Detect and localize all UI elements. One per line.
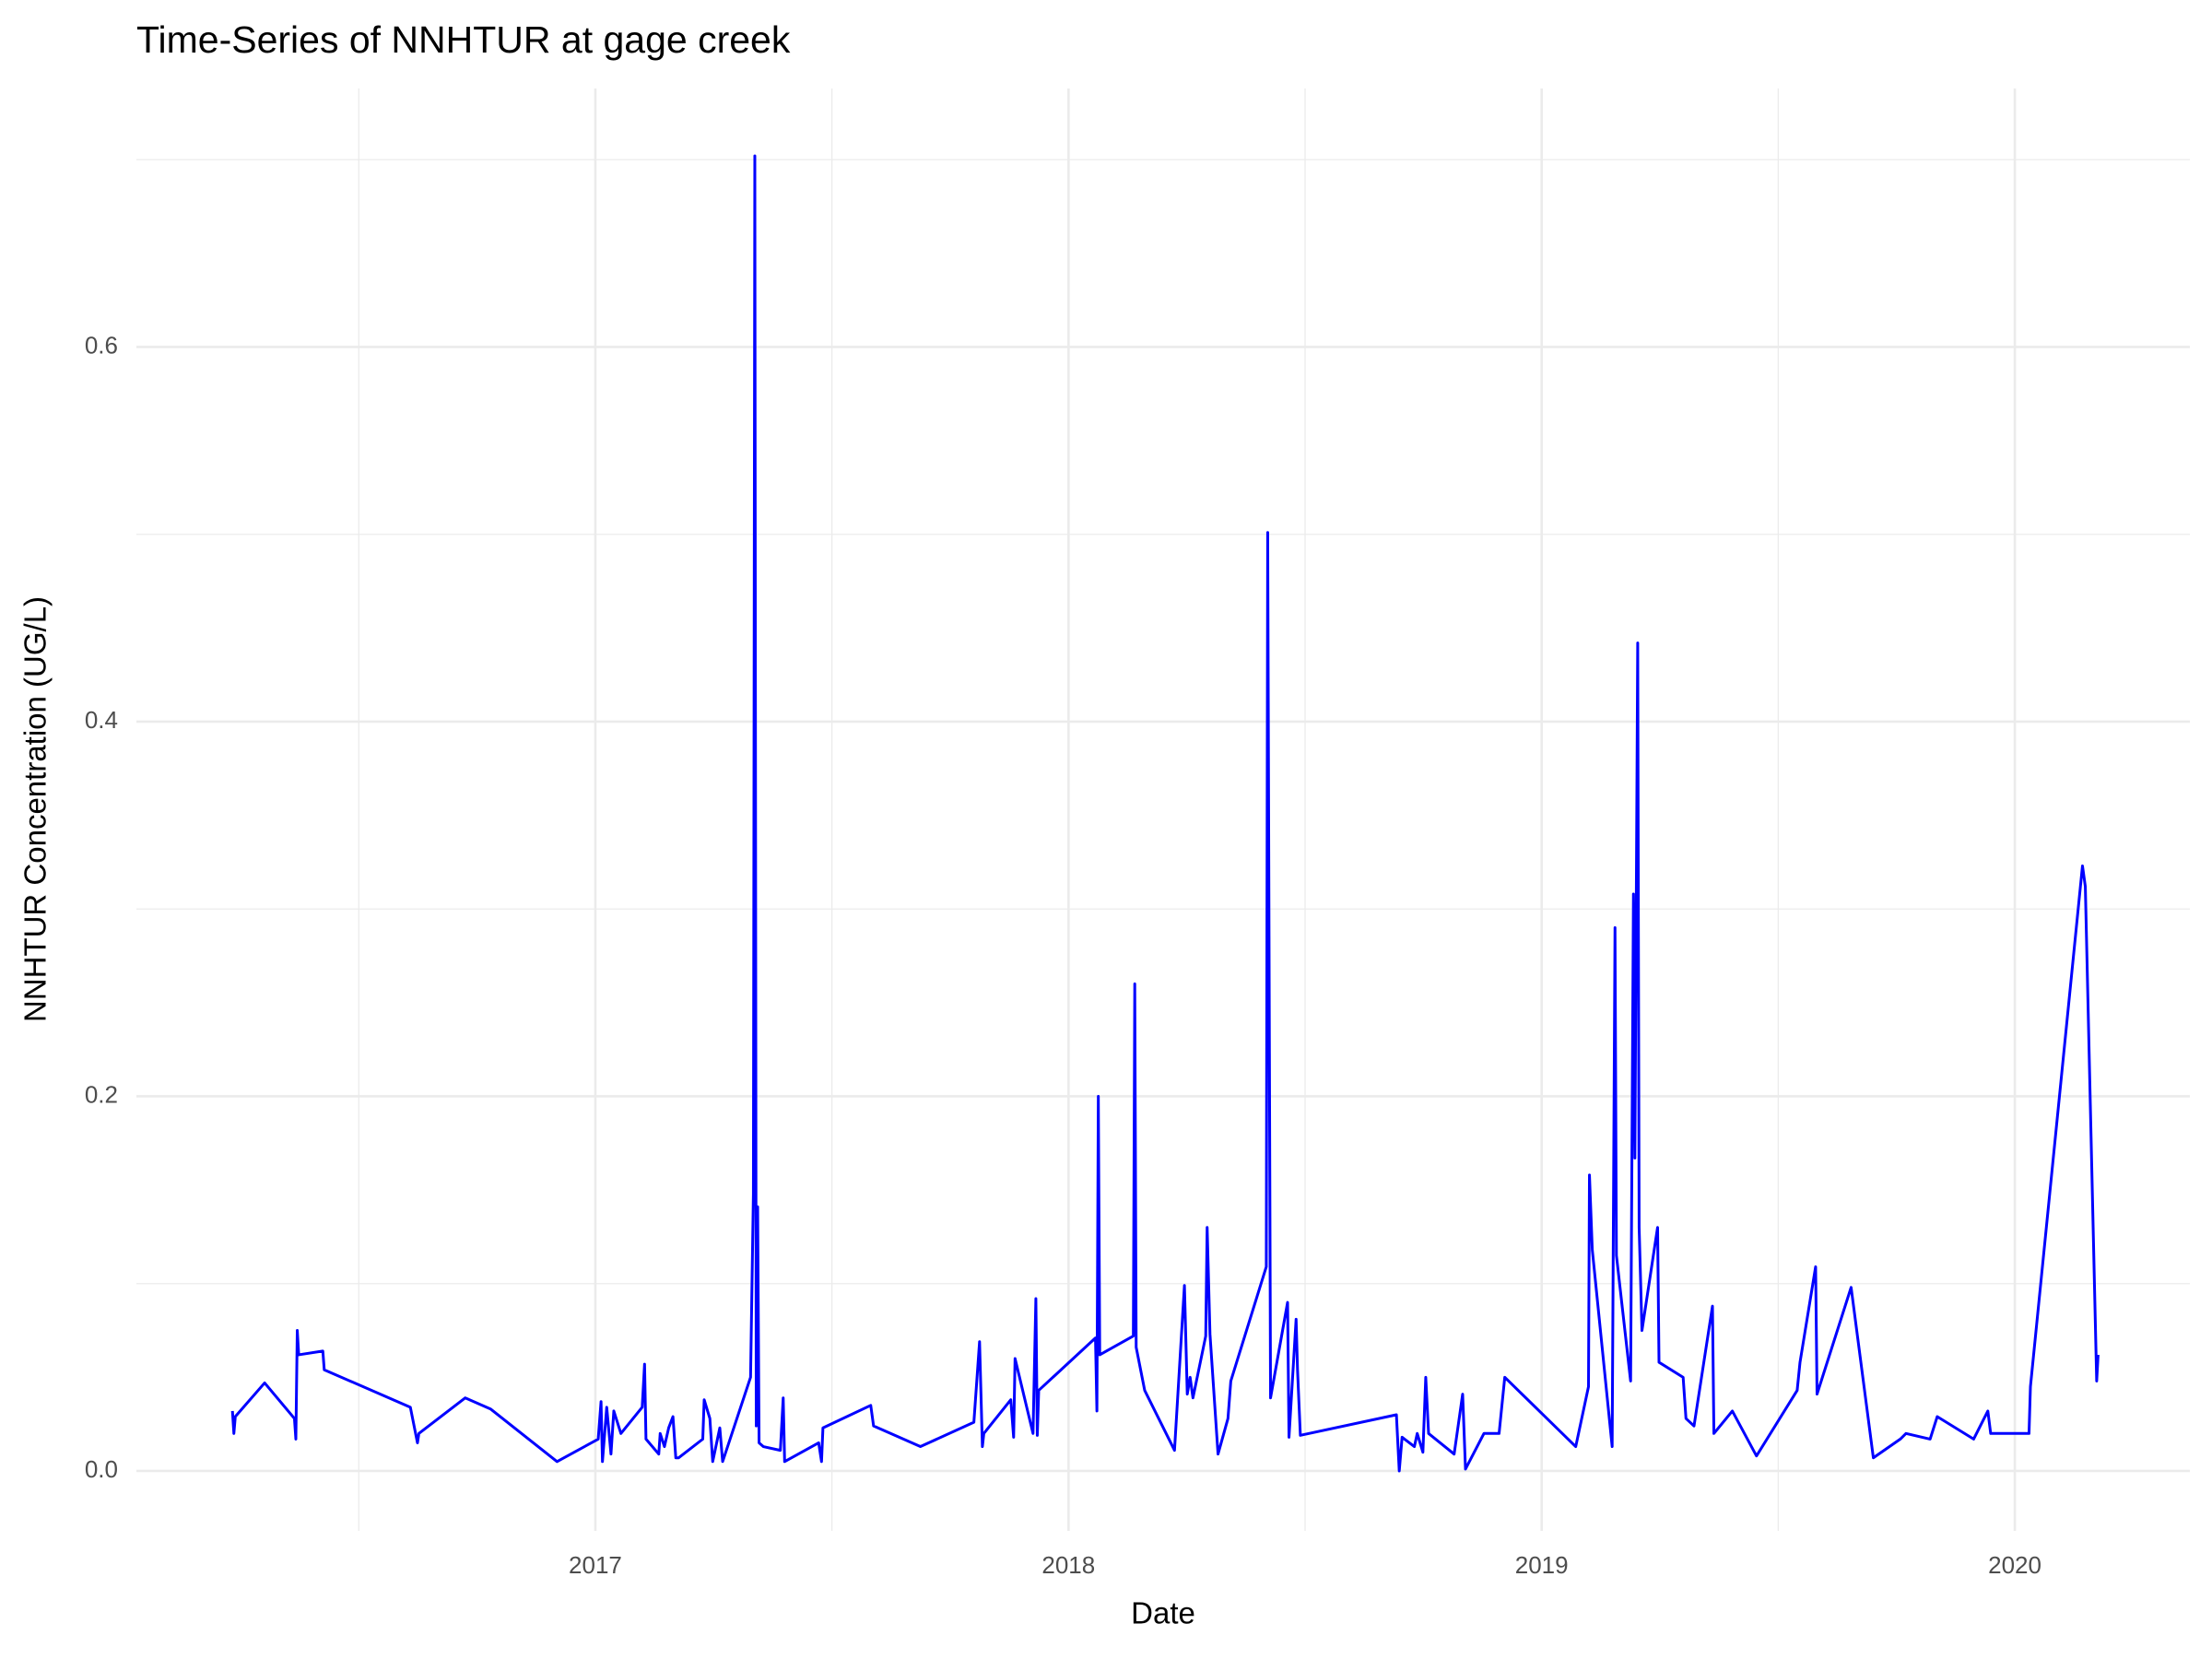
y-tick-label: 0.0 bbox=[85, 1455, 118, 1483]
x-tick-label: 2018 bbox=[1041, 1551, 1095, 1579]
plot-area bbox=[230, 154, 2100, 1473]
grid bbox=[136, 88, 2190, 1531]
y-tick-label: 0.6 bbox=[85, 331, 118, 359]
x-tick-label: 2017 bbox=[569, 1551, 622, 1579]
data-line bbox=[230, 154, 2100, 1473]
x-axis-title: Date bbox=[1131, 1596, 1195, 1630]
y-tick-label: 0.4 bbox=[85, 706, 118, 734]
y-tick-label: 0.2 bbox=[85, 1080, 118, 1108]
x-tick-label: 2019 bbox=[1515, 1551, 1569, 1579]
y-axis-title: NNHTUR Concentration (UG/L) bbox=[18, 596, 53, 1022]
x-tick-label: 2020 bbox=[1988, 1551, 2041, 1579]
chart-title: Time-Series of NNHTUR at gage creek bbox=[136, 18, 791, 61]
